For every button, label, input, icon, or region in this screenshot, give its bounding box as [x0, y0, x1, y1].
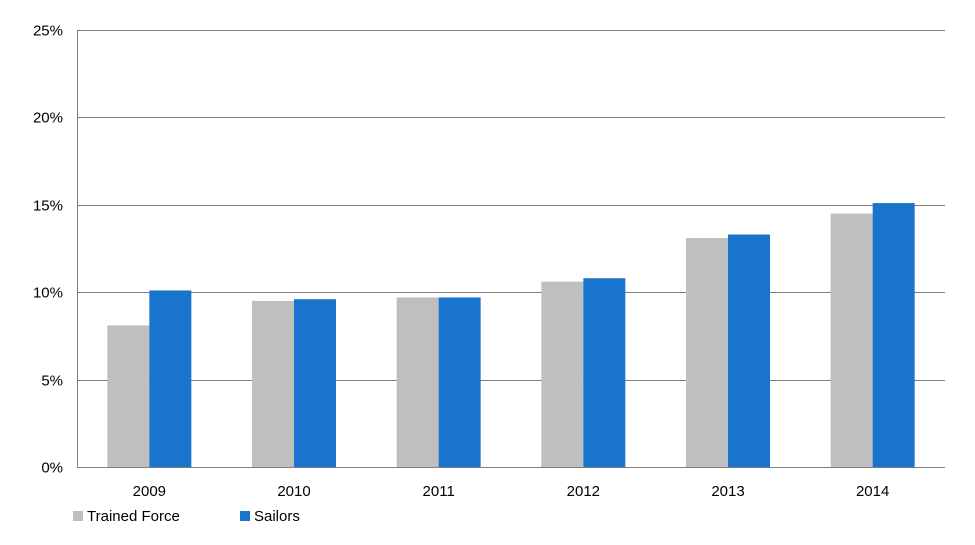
bar-trained-force-2010	[252, 300, 294, 467]
axes	[77, 30, 945, 468]
legend-swatch-trained-force	[73, 511, 83, 521]
bar-sailors-2011	[438, 297, 481, 467]
x-tick-label: 2014	[856, 483, 889, 500]
bar-sailors-2010	[294, 299, 336, 467]
y-tick-label: 25%	[33, 23, 63, 40]
x-tick-label: 2009	[133, 483, 166, 500]
x-tick-label: 2010	[277, 483, 310, 500]
bar-trained-force-2014	[830, 213, 873, 467]
x-axis-tick-labels: 2009 2010 2011 2012 2013 2014	[133, 483, 890, 500]
bars	[107, 203, 915, 467]
x-tick-label: 2012	[567, 483, 600, 500]
bar-sailors-2012	[583, 278, 626, 467]
legend-label-sailors: Sailors	[254, 508, 300, 525]
x-tick-label: 2013	[711, 483, 744, 500]
legend: Trained Force Sailors	[73, 508, 300, 525]
y-tick-label: 0%	[41, 460, 63, 477]
bar-trained-force-2012	[541, 281, 584, 467]
bar-sailors-2009	[149, 290, 192, 467]
legend-label-trained-force: Trained Force	[87, 508, 180, 525]
gridlines	[77, 30, 945, 381]
bar-sailors-2013	[728, 234, 770, 467]
y-tick-label: 5%	[41, 373, 63, 390]
legend-swatch-sailors	[240, 511, 250, 521]
y-tick-label: 20%	[33, 110, 63, 127]
y-tick-label: 10%	[33, 285, 63, 302]
y-tick-label: 15%	[33, 198, 63, 215]
x-tick-label: 2011	[423, 483, 455, 500]
bar-sailors-2014	[872, 203, 915, 467]
bar-trained-force-2011	[396, 297, 439, 467]
y-axis-tick-labels: 0% 5% 10% 15% 20% 25%	[33, 23, 63, 477]
bar-trained-force-2009	[107, 325, 150, 467]
bar-trained-force-2013	[686, 238, 728, 467]
